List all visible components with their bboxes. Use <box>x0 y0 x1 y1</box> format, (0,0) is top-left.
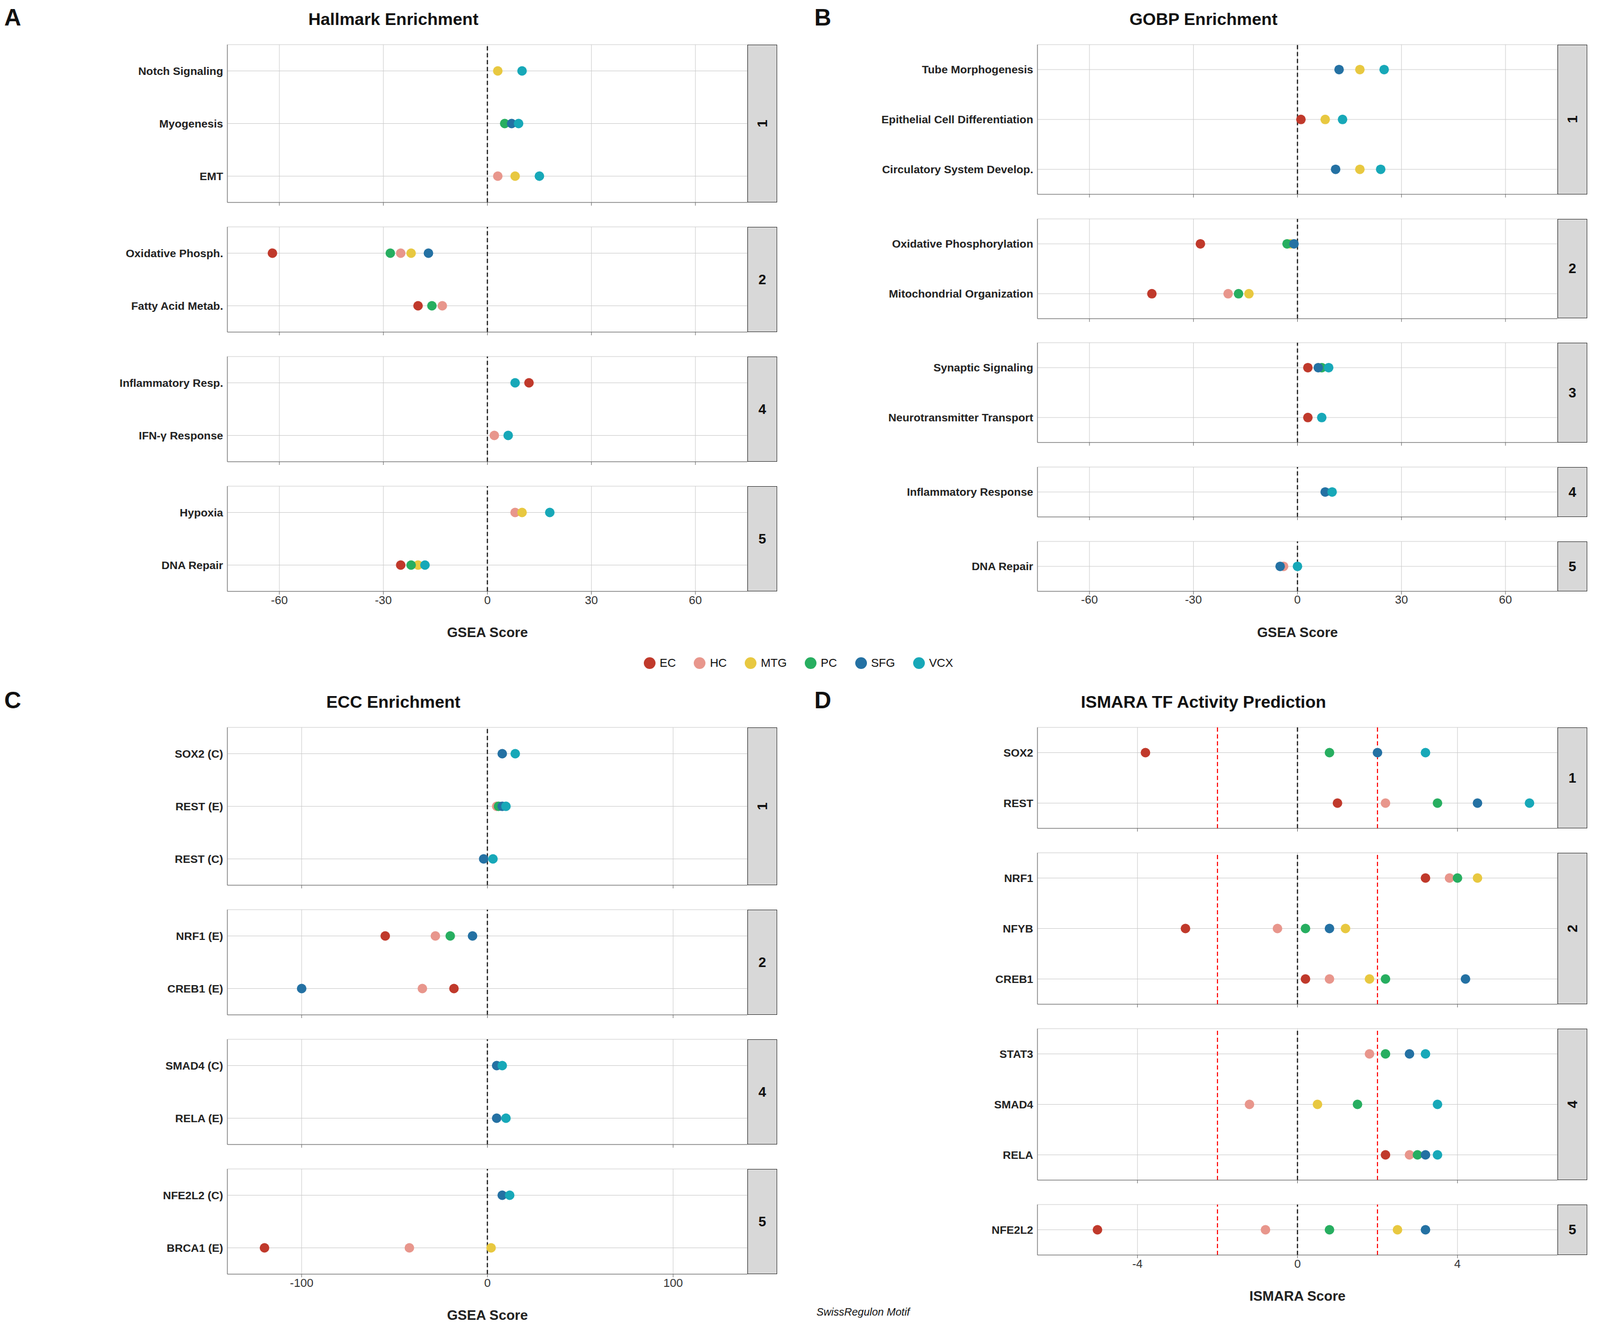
html-text:D: D <box>814 686 832 713</box>
html-text:C: C <box>4 686 22 713</box>
svg-text:100: 100 <box>663 1275 684 1290</box>
svg-text:SOX2: SOX2 <box>1003 746 1034 759</box>
html-text:5: 5 <box>758 1213 767 1229</box>
html-text:MTG: MTG <box>760 656 787 670</box>
html-text:1: 1 <box>1564 115 1581 124</box>
html-text:ISMARA TF Activity Prediction: ISMARA TF Activity Prediction <box>1080 692 1327 712</box>
html-text:SFG: SFG <box>871 656 896 670</box>
svg-text:NFE2L2: NFE2L2 <box>991 1223 1034 1236</box>
html-text:1: 1 <box>754 119 770 128</box>
svg-text:Inflammatory Resp.: Inflammatory Resp. <box>119 376 224 389</box>
html-text:5: 5 <box>1568 1221 1577 1238</box>
html-text:2: 2 <box>758 953 767 970</box>
svg-text:EMT: EMT <box>199 169 224 183</box>
svg-text:REST: REST <box>1003 796 1034 810</box>
svg-text:Notch Signaling: Notch Signaling <box>138 64 224 78</box>
svg-text:0: 0 <box>483 593 491 607</box>
svg-text:Synaptic Signaling: Synaptic Signaling <box>933 361 1034 374</box>
html-text:PC: PC <box>820 656 838 670</box>
svg-text:Oxidative Phosph.: Oxidative Phosph. <box>125 247 224 260</box>
svg-text:Neurotransmitter Transport: Neurotransmitter Transport <box>888 411 1034 424</box>
svg-text:ISMARA Score: ISMARA Score <box>1249 1287 1346 1303</box>
svg-text:30: 30 <box>584 593 598 607</box>
svg-text:IFN-γ Response: IFN-γ Response <box>138 429 224 442</box>
html-text:SwissRegulon Motif: SwissRegulon Motif <box>816 1305 910 1318</box>
svg-text:Tube Morphogenesis: Tube Morphogenesis <box>922 63 1034 76</box>
html-text:GOBP Enrichment: GOBP Enrichment <box>1129 9 1278 29</box>
svg-text:0: 0 <box>1294 1256 1301 1271</box>
html-text:B: B <box>814 4 832 31</box>
html-text:EC: EC <box>659 656 676 670</box>
html-text:4: 4 <box>1564 1100 1581 1108</box>
html-text:4: 4 <box>758 1083 767 1100</box>
html-text:Hallmark Enrichment: Hallmark Enrichment <box>308 9 479 29</box>
svg-text:-100: -100 <box>290 1275 314 1290</box>
html-text:5: 5 <box>758 530 767 547</box>
svg-text:REST (E): REST (E) <box>175 800 224 813</box>
html-text:4: 4 <box>1568 483 1577 500</box>
html-text:2: 2 <box>1564 924 1581 933</box>
html-text:A: A <box>4 4 22 31</box>
svg-text:-30: -30 <box>375 593 393 607</box>
svg-text:GSEA Score: GSEA Score <box>446 624 528 640</box>
svg-text:Mitochondrial Organization: Mitochondrial Organization <box>888 287 1034 300</box>
svg-text:NRF1: NRF1 <box>1003 871 1034 884</box>
svg-text:Oxidative Phosphorylation: Oxidative Phosphorylation <box>891 237 1034 250</box>
svg-text:0: 0 <box>1294 593 1301 607</box>
html-text:5: 5 <box>1568 558 1577 574</box>
svg-text:SMAD4: SMAD4 <box>993 1098 1034 1111</box>
svg-text:DNA Repair: DNA Repair <box>161 558 224 572</box>
html-text:1: 1 <box>1568 769 1577 786</box>
svg-text:CREB1: CREB1 <box>995 972 1034 985</box>
svg-text:CREB1 (E): CREB1 (E) <box>167 982 224 995</box>
html-text:4: 4 <box>758 400 767 417</box>
html-text:HC: HC <box>709 656 727 670</box>
html-text:1: 1 <box>754 802 770 810</box>
svg-text:Fatty Acid Metab.: Fatty Acid Metab. <box>131 299 224 312</box>
svg-text:SOX2 (C): SOX2 (C) <box>174 747 224 760</box>
svg-text:REST (C): REST (C) <box>174 852 224 865</box>
svg-text:Circulatory System Develop.: Circulatory System Develop. <box>881 163 1034 176</box>
svg-text:SMAD4 (C): SMAD4 (C) <box>165 1059 224 1072</box>
svg-text:-4: -4 <box>1132 1256 1143 1271</box>
svg-text:4: 4 <box>1454 1256 1461 1271</box>
svg-text:Epithelial Cell Differentiatio: Epithelial Cell Differentiation <box>881 113 1034 126</box>
svg-text:DNA Repair: DNA Repair <box>971 559 1034 573</box>
svg-text:0: 0 <box>483 1275 491 1290</box>
html-text:VCX: VCX <box>929 656 954 670</box>
svg-text:GSEA Score: GSEA Score <box>1256 624 1338 640</box>
svg-text:60: 60 <box>688 593 702 607</box>
html-text:2: 2 <box>1568 260 1577 277</box>
svg-text:RELA (E): RELA (E) <box>175 1111 224 1125</box>
svg-text:60: 60 <box>1499 593 1512 607</box>
svg-text:-60: -60 <box>1081 593 1099 607</box>
svg-text:GSEA Score: GSEA Score <box>446 1306 528 1322</box>
svg-text:NFE2L2 (C): NFE2L2 (C) <box>163 1188 224 1202</box>
svg-text:BRCA1 (E): BRCA1 (E) <box>166 1241 224 1254</box>
html-text:3: 3 <box>1568 384 1577 401</box>
svg-text:STAT3: STAT3 <box>999 1047 1034 1060</box>
svg-text:NRF1 (E): NRF1 (E) <box>175 929 224 942</box>
svg-text:RELA: RELA <box>1002 1148 1034 1161</box>
html-text:ECC Enrichment: ECC Enrichment <box>326 692 461 712</box>
svg-text:Inflammatory Response: Inflammatory Response <box>906 486 1034 499</box>
svg-text:NFYB: NFYB <box>1002 922 1034 935</box>
svg-text:Myogenesis: Myogenesis <box>159 117 224 130</box>
svg-text:Hypoxia: Hypoxia <box>179 506 224 519</box>
html-text:2: 2 <box>758 271 767 288</box>
svg-text:-30: -30 <box>1185 593 1203 607</box>
svg-text:30: 30 <box>1394 593 1408 607</box>
svg-text:-60: -60 <box>270 593 288 607</box>
